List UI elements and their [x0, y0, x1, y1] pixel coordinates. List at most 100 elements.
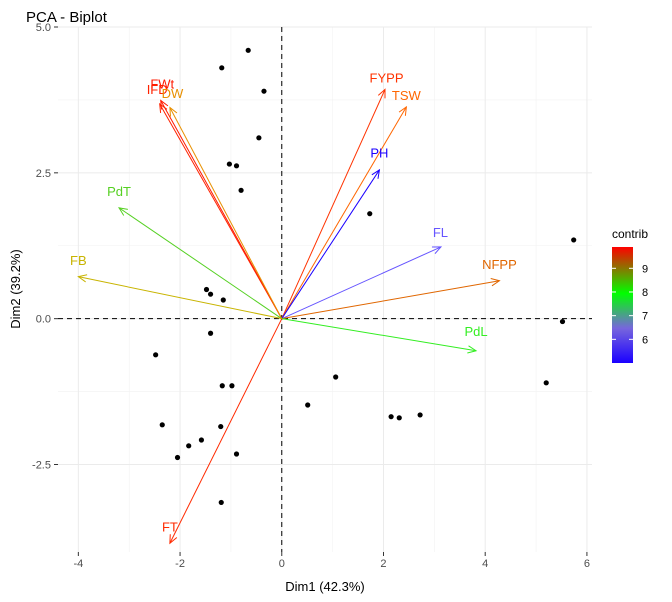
data-point [388, 414, 394, 420]
variable-label-dw: DW [162, 86, 184, 101]
variable-label-fl: FL [433, 225, 448, 240]
legend: contrib 6 7 8 9 [612, 227, 648, 363]
arrow-pdt [118, 207, 283, 320]
data-point [396, 415, 402, 421]
variable-label-ifd: IFD [147, 82, 168, 97]
data-point [571, 237, 577, 243]
arrow-head [371, 168, 381, 179]
arrow-ph [281, 168, 381, 319]
data-point [256, 135, 262, 141]
y-tick-label: 5.0 [36, 22, 51, 34]
data-point [219, 65, 225, 71]
variable-label-pdt: PdT [107, 184, 131, 199]
arrow-fb [77, 274, 282, 320]
variable-label-fwt: FWt [150, 76, 174, 91]
data-point [207, 291, 214, 297]
data-point [207, 330, 214, 336]
x-tick-label: 6 [584, 558, 590, 570]
data-point [543, 380, 549, 386]
arrow-head [169, 534, 178, 545]
data-point [219, 383, 225, 389]
arrow-line [169, 318, 283, 544]
y-tick-label: -2.5 [32, 460, 51, 472]
arrow-head [398, 105, 407, 116]
y-tick-label: 0.0 [36, 314, 51, 326]
data-point [218, 423, 224, 430]
arrow-head [77, 274, 88, 283]
arrow-fypp [281, 88, 386, 319]
variable-label-ph: PH [370, 146, 388, 161]
arrow-line [281, 89, 386, 319]
x-tick-label: -2 [175, 558, 185, 570]
arrow-head [431, 246, 443, 254]
y-axis-title: Dim2 (39.2%) [8, 249, 23, 328]
data-point [186, 443, 192, 449]
data-point [226, 161, 232, 167]
variable-label-pdl: PdL [464, 324, 487, 339]
data-point [367, 211, 373, 217]
legend-tick-label: 6 [642, 334, 648, 346]
chart-title: PCA - Biplot [26, 9, 108, 26]
arrow-head [377, 88, 386, 99]
data-point [153, 352, 159, 358]
legend-title: contrib [612, 227, 648, 241]
y-axis-ticks: -2.5 0.0 2.5 5.0 [32, 22, 58, 472]
data-point [559, 318, 566, 325]
data-point [218, 499, 224, 506]
arrow-line [169, 107, 283, 319]
arrow-nfpp [281, 278, 501, 320]
x-axis-title: Dim1 (42.3%) [285, 579, 364, 594]
arrow-fl [281, 246, 443, 320]
reference-lines [58, 27, 592, 552]
arrow-head [490, 278, 501, 287]
x-tick-label: 0 [279, 558, 285, 570]
data-point [261, 88, 267, 94]
arrow-fdw [169, 106, 283, 319]
data-point [203, 286, 210, 293]
data-point [233, 163, 240, 169]
arrow-fd [159, 102, 283, 319]
variable-arrows [77, 88, 501, 545]
data-point [333, 374, 339, 380]
individual-points [153, 47, 577, 506]
arrow-head [169, 106, 178, 117]
variable-label-fb: FB [70, 253, 87, 268]
arrow-line [281, 280, 500, 320]
data-point [198, 437, 205, 443]
arrow-head [118, 207, 128, 216]
x-tick-label: 2 [380, 558, 386, 570]
data-point [220, 297, 226, 303]
x-tick-label: 4 [482, 558, 488, 570]
data-point [229, 383, 235, 389]
arrow-line [281, 169, 380, 319]
x-tick-label: -4 [73, 558, 83, 570]
legend-tick-label: 7 [642, 311, 648, 323]
data-point [417, 412, 423, 418]
legend-tick-label: 8 [642, 287, 648, 299]
arrow-tsw [281, 105, 407, 319]
arrow-ft [169, 318, 283, 545]
y-tick-label: 2.5 [36, 168, 51, 180]
arrow-pdl [281, 318, 478, 354]
data-point [159, 422, 165, 428]
arrow-line [281, 246, 442, 320]
data-point [233, 451, 240, 457]
variable-label-nfpp: NFPP [482, 257, 517, 272]
arrow-head [467, 345, 478, 354]
data-point [305, 402, 311, 408]
arrow-line [78, 276, 282, 320]
arrow-line [281, 106, 407, 319]
arrow-line [281, 318, 477, 352]
arrow-head [159, 102, 168, 114]
variable-label-tsw: TSW [392, 88, 422, 103]
legend-tick-label: 9 [642, 263, 648, 275]
legend-colorbar [612, 247, 633, 363]
arrow-line [118, 207, 283, 320]
variable-label-ft: FT [162, 520, 178, 535]
data-point [174, 454, 181, 461]
data-point [245, 47, 251, 53]
x-axis-ticks: -4 -2 0 2 4 6 [73, 552, 590, 570]
data-point [238, 187, 244, 193]
